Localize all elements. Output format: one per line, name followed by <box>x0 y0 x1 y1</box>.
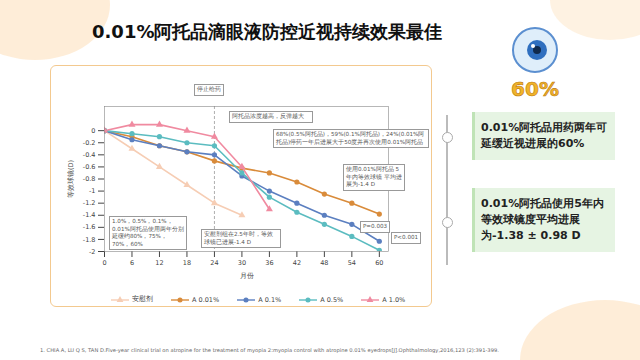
svg-text:月份: 月份 <box>240 272 254 280</box>
svg-text:-0.6: -0.6 <box>83 163 96 171</box>
html-text:0.01%阿托品使用5年内等效球镜度平均进展为-1.38 ±: 0.01%阿托品使用5年内等效球镜度平均进展为-1.38 ± 0.98 D <box>481 197 604 242</box>
svg-text:-2: -2 <box>89 248 95 256</box>
svg-text:0: 0 <box>102 259 106 267</box>
html-text:阿托品浓度越高，反弹越大: 阿托品浓度越高，反弹越大 <box>232 113 304 119</box>
svg-text:-1.6: -1.6 <box>83 223 96 231</box>
html-text:使用0.01%阿托品 5年内等效球镜 平均进展为-1.4 D: 使用0.01%阿托品 5年内等效球镜 平均进展为-1.4 D <box>346 166 402 188</box>
svg-text:6: 6 <box>130 259 134 267</box>
html-text:安慰剂组在2.5年时，等效球镜已进展-1.4 D: 安慰剂组在2.5年时，等效球镜已进展-1.4 D <box>204 231 273 245</box>
svg-text:54: 54 <box>348 259 356 267</box>
html-text:1. CHIA A, LU Q S, TAN D.Five-: 1. CHIA A, LU Q S, TAN D.Five-year clini… <box>40 347 499 353</box>
svg-text:-1.8: -1.8 <box>83 235 96 243</box>
svg-text:60: 60 <box>375 259 383 267</box>
html-text:安慰剂: 安慰剂 <box>132 295 153 303</box>
html-text:P=0.003: P=0.003 <box>363 223 388 229</box>
svg-text:18: 18 <box>183 259 191 267</box>
html-text:A 0.01%: A 0.01% <box>192 295 220 304</box>
svg-text:-1.4: -1.4 <box>83 211 96 219</box>
svg-text:-0.4: -0.4 <box>83 151 96 159</box>
svg-text:60%: 60% <box>511 77 559 101</box>
svg-text:0: 0 <box>91 127 95 135</box>
svg-text:30: 30 <box>238 259 246 267</box>
svg-text:-0.8: -0.8 <box>83 175 96 183</box>
svg-text:42: 42 <box>293 259 301 267</box>
svg-text:等效球镜(D): 等效球镜(D) <box>67 160 75 198</box>
html-text:68%(0.5%阿托品)，59%(0.1%阿托品)，24%(: 68%(0.5%阿托品)，59%(0.1%阿托品)，24%(0.01%阿托品)停… <box>276 131 425 145</box>
svg-text:48: 48 <box>320 259 328 267</box>
html-text:0.01%阿托品用药两年可延缓近视进展的60%: 0.01%阿托品用药两年可延缓近视进展的60% <box>481 121 608 150</box>
html-text:P<0.001: P<0.001 <box>394 234 419 240</box>
html-text:A 1.0%: A 1.0% <box>382 295 406 304</box>
html-text:0.01%阿托品滴眼液防控近视持续效果最佳: 0.01%阿托品滴眼液防控近视持续效果最佳 <box>92 21 443 42</box>
html-text:停止给药: 停止给药 <box>197 86 221 92</box>
svg-text:-0.2: -0.2 <box>83 139 96 147</box>
svg-text:-1: -1 <box>89 187 95 195</box>
html-text:A 0.5%: A 0.5% <box>320 295 344 304</box>
svg-text:24: 24 <box>210 259 218 267</box>
svg-text:36: 36 <box>265 259 273 267</box>
svg-text:12: 12 <box>155 259 163 267</box>
html-text:1.0%，0.5%，0.1%，0.01%阿托品使用两年分别延: 1.0%，0.5%，0.1%，0.01%阿托品使用两年分别延缓约80%，75%，… <box>112 218 184 247</box>
html-text:A 0.1%: A 0.1% <box>258 295 282 304</box>
svg-text:-1.2: -1.2 <box>83 199 96 207</box>
